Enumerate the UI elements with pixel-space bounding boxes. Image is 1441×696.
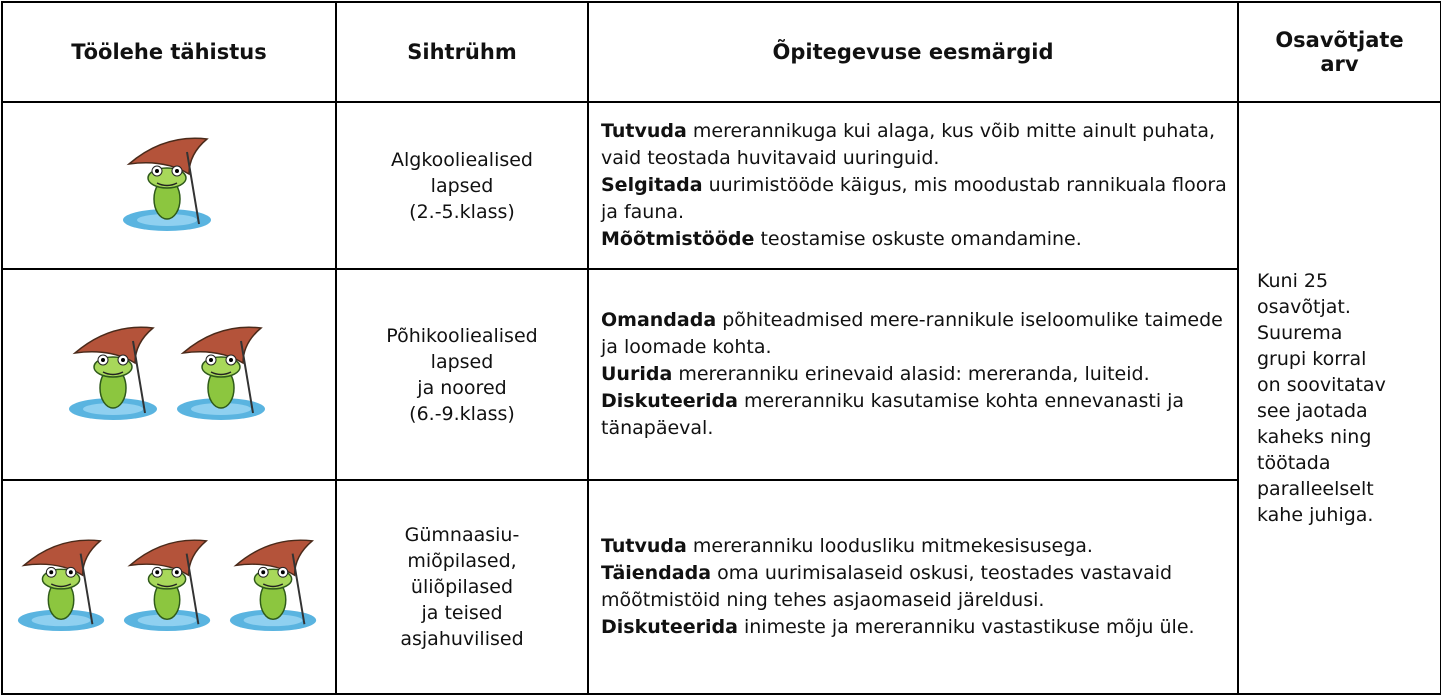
line: paralleelselt [1257, 478, 1374, 500]
header: Osavõtjate arv [1237, 1, 1441, 103]
frog-icon [65, 318, 165, 428]
goals: Tutvuda mereranniku loodusliku mitmekesi… [587, 479, 1239, 695]
goal: Tutvuda mereranniku loodusliku mitmekesi… [601, 533, 1227, 560]
line: lapsed [430, 350, 494, 373]
goal-text: mererannikuga kui alaga, kus võib mitte … [601, 120, 1216, 169]
goal-text: teostamise oskuste omandamine. [760, 228, 1082, 250]
goal-verb: Omandada [601, 309, 717, 331]
participants: Kuni 25 osavõtjat. Suurema grupi korral on s… [1237, 101, 1441, 695]
line: kaheks ning [1257, 426, 1372, 448]
goal-text: mereranniku loodusliku mitmekesisusega. [692, 535, 1093, 557]
goal: Diskuteerida inimeste ja mereranniku vas… [601, 614, 1227, 641]
goal-text: oma uurimisalaseid oskusi, teostades vas… [601, 562, 1173, 611]
goal-text: põhiteadmised mere-rannikule iseloomulik… [601, 309, 1223, 358]
goal: Täiendada oma uurimisalaseid oskusi, teo… [601, 560, 1227, 614]
frog-icon [226, 530, 324, 640]
goal: Tutvuda mererannikuga kui alaga, kus või… [601, 118, 1227, 172]
target: Gümnaasiu-miõpilased, üliõpilased ja teise… [335, 479, 589, 695]
goal-text: inimeste ja mereranniku vastastikuse mõj… [743, 616, 1195, 638]
goal-verb: Tutvuda [601, 120, 687, 142]
goal-verb: Täiendada [601, 562, 712, 584]
line: grupi korral [1257, 348, 1367, 370]
line: lapsed [430, 174, 494, 197]
line: ja teised [421, 602, 503, 624]
goal-text: mereranniku erinevaid alasid: mereranda,… [678, 363, 1150, 385]
goal-verb: Mõõtmistööde [601, 228, 755, 250]
row: Algkooliealised lapsed (2.-5.klass) Tutvud… [1, 101, 1441, 695]
line: ja noored [417, 376, 507, 399]
header-row: Töölehe tähistus Sihtrühm Õpitegevuse ee… [1, 1, 1441, 103]
line: Kuni 25 [1257, 270, 1329, 292]
goals: Tutvuda mererannikuga kui alaga, kus või… [587, 101, 1239, 270]
line: Põhikooliealised [386, 324, 538, 347]
line: üliõpilased [410, 576, 514, 598]
goal-text: uurimistööde käigus, mis moodustab ranni… [601, 174, 1227, 223]
line: on soovitatav [1257, 374, 1386, 396]
line: see jaotada [1257, 400, 1368, 422]
line: (6.-9.klass) [409, 402, 515, 425]
target: Põhikooliealised lapsed ja noored (6.-9.kla… [335, 268, 589, 481]
header: Töölehe tähistus [1, 1, 337, 103]
target: Algkooliealised lapsed (2.-5.klass) [335, 101, 589, 270]
header: Sihtrühm [335, 1, 589, 103]
line: Gümnaasiu- [404, 524, 520, 546]
goal-verb: Diskuteerida [601, 390, 738, 412]
frog-icon [119, 129, 219, 239]
icon-cell [1, 479, 337, 695]
line: kahe juhiga. [1257, 504, 1374, 526]
frog-icon [173, 318, 273, 428]
frog-icon [14, 530, 112, 640]
line: töötada [1257, 452, 1331, 474]
line: miõpilased, [407, 550, 517, 572]
line: Suurema [1257, 322, 1343, 344]
line: osavõtjat. [1257, 296, 1351, 318]
line: Algkooliealised [390, 148, 533, 171]
goals: Omandada põhiteadmised mere-rannikule is… [587, 268, 1239, 481]
goal: Selgitada uurimistööde käigus, mis moodu… [601, 172, 1227, 226]
goal: Uurida mereranniku erinevaid alasid: mer… [601, 361, 1227, 388]
goal-verb: Tutvuda [601, 535, 687, 557]
goal: Diskuteerida mereranniku kasutamise koht… [601, 388, 1227, 442]
row: Põhikooliealised lapsed ja noored (6.-9.kla… [1, 268, 1441, 481]
goal-verb: Diskuteerida [601, 616, 738, 638]
goal-text: mereranniku kasutamise kohta ennevanasti… [601, 390, 1185, 439]
header: Õpitegevuse eesmärgid [587, 1, 1239, 103]
goal: Omandada põhiteadmised mere-rannikule is… [601, 307, 1227, 361]
frog-icon [120, 530, 218, 640]
line: (2.-5.klass) [409, 200, 515, 223]
row: Gümnaasiu-miõpilased, üliõpilased ja teise… [1, 479, 1441, 695]
icon-cell [1, 101, 337, 270]
icon-cell [1, 268, 337, 481]
line: asjahuvilised [400, 628, 524, 650]
goal-verb: Selgitada [601, 174, 703, 196]
goal: Mõõtmistööde teostamise oskuste omandami… [601, 226, 1227, 253]
goal-verb: Uurida [601, 363, 673, 385]
